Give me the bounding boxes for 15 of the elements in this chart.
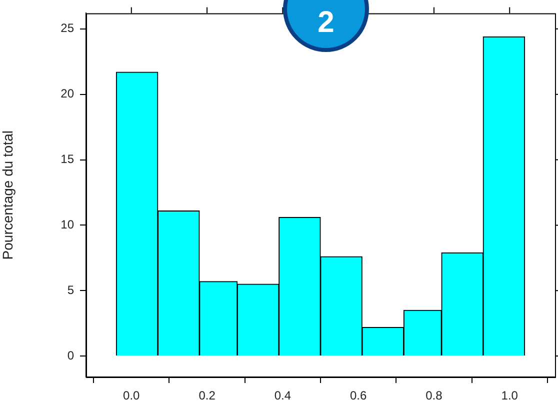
y-tick-label: 5	[67, 282, 74, 297]
y-axis-title: Pourcentage du total	[0, 130, 16, 260]
y-tick-label: 20	[60, 86, 74, 101]
x-tick-label: 0.4	[274, 388, 292, 403]
x-tick-label: 0.8	[426, 388, 443, 403]
y-tick-label: 25	[60, 21, 74, 36]
y-tick-label: 15	[60, 152, 74, 166]
x-tick-label: 0.0	[123, 388, 140, 403]
annotation: 2	[318, 6, 334, 40]
number-badge-icon: 2	[283, 0, 369, 52]
y-tick-label: 0	[67, 348, 74, 362]
x-tick-label: 0.6	[350, 388, 367, 403]
x-tick-label: 0.2	[198, 388, 216, 403]
y-tick-label: 10	[60, 218, 74, 232]
x-tick-label: 1.0	[501, 388, 518, 403]
